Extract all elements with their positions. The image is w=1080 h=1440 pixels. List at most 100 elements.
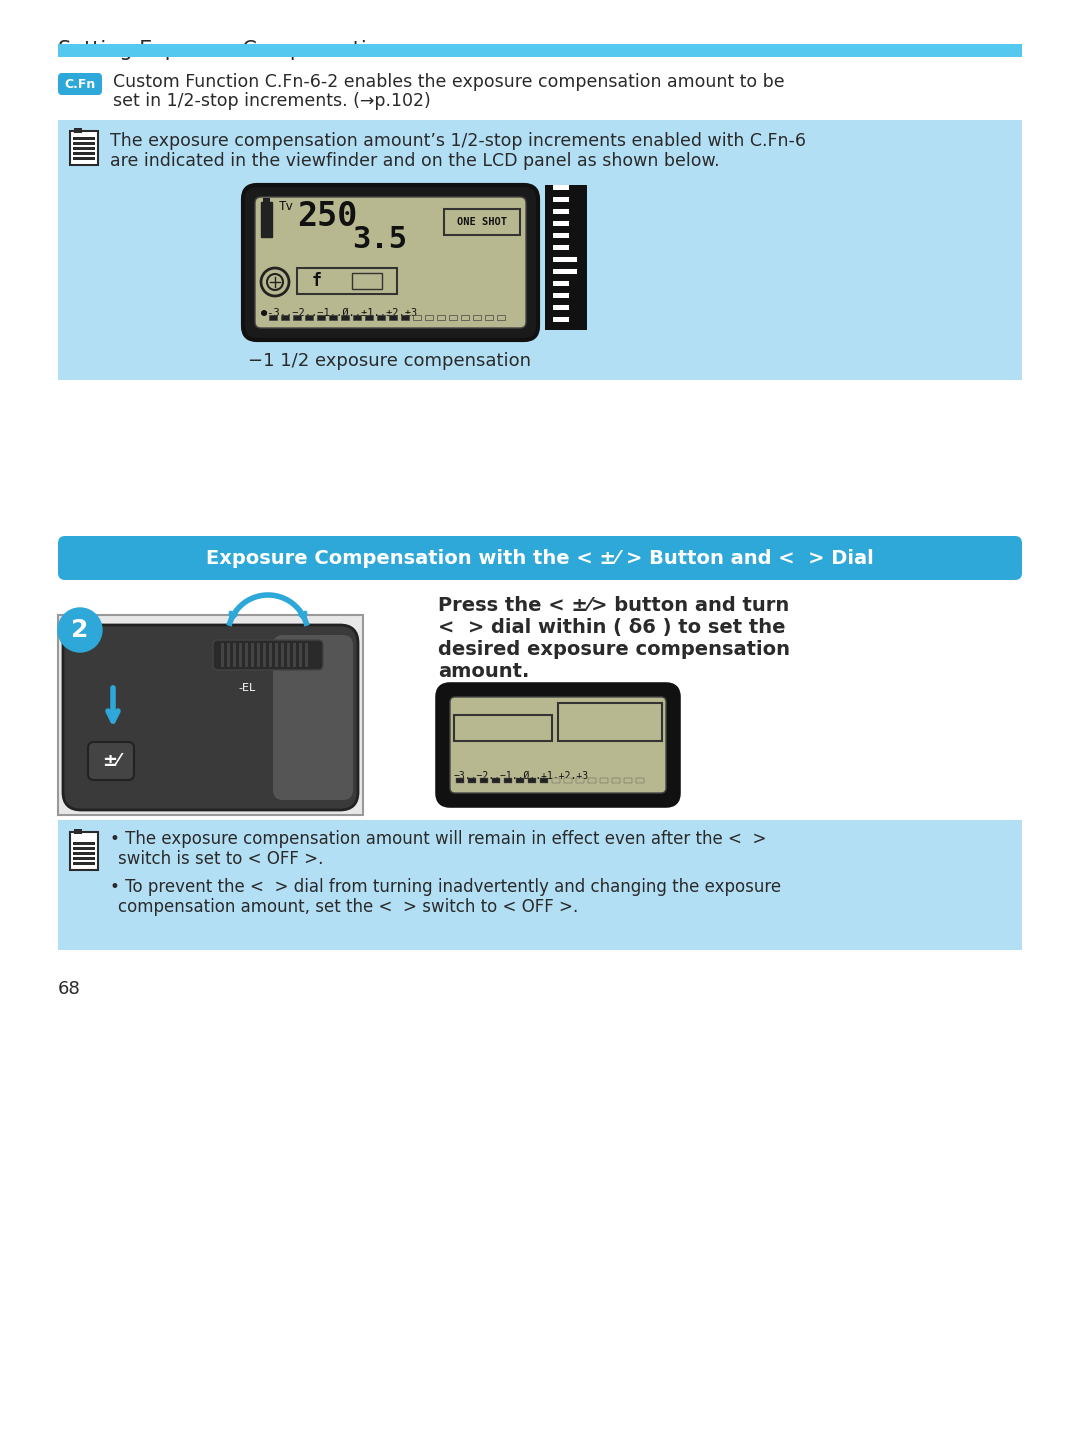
Bar [449, 315, 457, 320]
Text: The exposure compensation amount’s 1/2-stop increments enabled with C.Fn-6: The exposure compensation amount’s 1/2-s… [110, 132, 806, 150]
Bar [239, 644, 242, 667]
Text: • To prevent the <  > dial from turning inadvertently and changing the exposure: • To prevent the < > dial from turning i… [110, 878, 781, 896]
FancyBboxPatch shape [63, 625, 357, 809]
Text: 2: 2 [71, 618, 89, 642]
Text: compensation amount, set the <  > switch to < OFF >.: compensation amount, set the < > switch … [118, 899, 578, 916]
Bar [636, 778, 644, 783]
Text: Exposure Compensation with the < ±⁄ > Button and <  > Dial: Exposure Compensation with the < ±⁄ > Bu… [206, 549, 874, 567]
Bar [553, 269, 577, 274]
Bar [444, 209, 519, 235]
Bar [73, 847, 95, 850]
Bar [73, 157, 95, 160]
Text: 250: 250 [297, 200, 357, 233]
Bar [401, 315, 409, 320]
FancyBboxPatch shape [450, 697, 666, 793]
Text: • The exposure compensation amount will remain in effect even after the <  >: • The exposure compensation amount will … [110, 829, 767, 848]
Bar [75, 128, 82, 132]
Bar [70, 131, 98, 166]
FancyBboxPatch shape [213, 639, 323, 670]
FancyBboxPatch shape [438, 685, 678, 805]
Bar [73, 842, 95, 845]
Bar [73, 863, 95, 865]
Text: amount.: amount. [438, 662, 529, 681]
FancyBboxPatch shape [58, 536, 1022, 580]
Bar [329, 315, 337, 320]
Bar [553, 209, 569, 215]
Bar [58, 45, 1022, 58]
Bar [545, 184, 588, 330]
Bar [389, 315, 397, 320]
Text: 68: 68 [58, 981, 81, 998]
FancyBboxPatch shape [58, 73, 102, 95]
Bar [297, 268, 397, 294]
Bar [553, 245, 569, 251]
Bar [58, 615, 363, 815]
Bar [588, 778, 596, 783]
Bar [553, 233, 569, 238]
Bar [264, 644, 266, 667]
Bar [485, 315, 492, 320]
Bar [468, 778, 476, 783]
Bar [75, 829, 82, 834]
Bar [264, 197, 270, 202]
Bar [318, 315, 325, 320]
Bar [437, 315, 445, 320]
Circle shape [58, 608, 102, 652]
Text: ●-3..−2..−1..Ø..±1..±2.±3: ●-3..−2..−1..Ø..±1..±2.±3 [261, 308, 417, 318]
Text: Tv: Tv [279, 200, 294, 213]
Bar [365, 315, 373, 320]
Text: switch is set to < OFF >.: switch is set to < OFF >. [118, 850, 323, 868]
Bar [221, 644, 224, 667]
Bar [341, 315, 349, 320]
Bar [73, 852, 95, 855]
Text: set in 1/2-stop increments. (→p.102): set in 1/2-stop increments. (→p.102) [113, 92, 431, 109]
Bar [528, 778, 536, 783]
Bar [492, 778, 500, 783]
Text: are indicated in the viewfinder and on the LCD panel as shown below.: are indicated in the viewfinder and on t… [110, 153, 719, 170]
Bar [73, 857, 95, 860]
Text: Setting Exposure Compensation: Setting Exposure Compensation [58, 40, 393, 60]
Bar [553, 184, 569, 190]
Bar [504, 778, 512, 783]
Bar [600, 778, 608, 783]
Bar [553, 256, 577, 262]
Bar [473, 315, 481, 320]
Text: <  > dial within ( δ6 ) to set the: < > dial within ( δ6 ) to set the [438, 618, 785, 636]
Bar [269, 644, 272, 667]
Bar [58, 120, 1022, 380]
Bar [281, 644, 284, 667]
Bar [257, 644, 260, 667]
Bar [576, 778, 584, 783]
Bar [413, 315, 421, 320]
Bar [558, 703, 662, 742]
Bar [275, 644, 278, 667]
Bar [293, 644, 296, 667]
Bar [73, 153, 95, 156]
Text: C.Fn: C.Fn [65, 78, 96, 91]
Text: ONE SHOT: ONE SHOT [457, 217, 507, 228]
Bar [624, 778, 632, 783]
Bar [251, 644, 254, 667]
Bar [553, 317, 569, 323]
Text: ±⁄: ±⁄ [102, 752, 120, 770]
Bar [70, 832, 98, 870]
Bar [456, 778, 464, 783]
Bar [353, 315, 361, 320]
Bar [281, 315, 289, 320]
Bar [553, 197, 569, 202]
Bar [553, 305, 569, 310]
Text: 3.5: 3.5 [352, 225, 407, 253]
Bar [480, 778, 488, 783]
FancyBboxPatch shape [273, 635, 353, 801]
Bar [73, 147, 95, 150]
Bar [73, 137, 95, 140]
Bar [245, 644, 248, 667]
Bar [553, 292, 569, 298]
Bar [261, 202, 272, 238]
FancyBboxPatch shape [243, 184, 538, 340]
Text: Custom Function C.Fn-6-2 enables the exposure compensation amount to be: Custom Function C.Fn-6-2 enables the exp… [113, 73, 785, 91]
Bar [233, 644, 237, 667]
Bar [461, 315, 469, 320]
Text: −3..−2..−1..Ø..+1.+2.+3: −3..−2..−1..Ø..+1.+2.+3 [454, 770, 589, 780]
Circle shape [261, 268, 289, 297]
